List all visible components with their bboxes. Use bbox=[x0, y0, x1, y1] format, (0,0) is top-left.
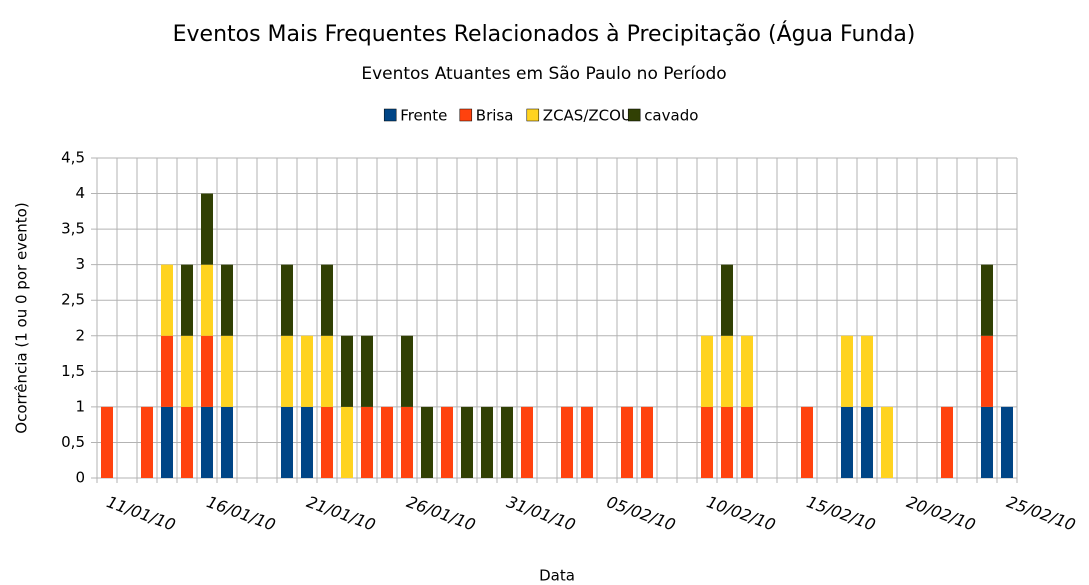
bar bbox=[561, 406, 573, 478]
y-tick-label: 0 bbox=[75, 469, 85, 487]
y-tick-label: 3 bbox=[75, 255, 85, 273]
bar bbox=[301, 406, 313, 478]
legend: Frente Brisa ZCAS/ZCOU cavado bbox=[383, 107, 698, 125]
y-tick-label: 4,5 bbox=[61, 149, 85, 167]
x-tick-label: 31/01/10 bbox=[504, 492, 578, 534]
bar bbox=[841, 406, 853, 478]
bar bbox=[621, 406, 633, 478]
bar bbox=[221, 264, 233, 336]
bar bbox=[701, 335, 713, 407]
legend-swatch bbox=[627, 108, 641, 122]
bar bbox=[401, 406, 413, 478]
x-tick-label: 15/02/10 bbox=[804, 492, 878, 534]
bar bbox=[721, 264, 733, 336]
y-tick-label: 2 bbox=[75, 326, 85, 344]
x-tick-label: 16/01/10 bbox=[204, 492, 278, 534]
bar bbox=[201, 406, 213, 478]
x-axis-title: Data bbox=[539, 567, 575, 585]
bar bbox=[181, 406, 193, 478]
chart-subtitle: Eventos Atuantes em São Paulo no Período bbox=[361, 64, 726, 84]
legend-label: Frente bbox=[400, 107, 447, 125]
bar bbox=[721, 406, 733, 478]
bar bbox=[481, 406, 493, 478]
y-tick-label: 1,5 bbox=[61, 362, 85, 380]
bar bbox=[401, 335, 413, 407]
x-tick-label: 21/01/10 bbox=[304, 492, 378, 534]
x-tick-label: 10/02/10 bbox=[704, 492, 778, 534]
bar bbox=[341, 406, 353, 478]
bar bbox=[461, 406, 473, 478]
legend-label: ZCAS/ZCOU bbox=[543, 107, 632, 125]
bar bbox=[881, 406, 893, 478]
legend-label: Brisa bbox=[476, 107, 514, 125]
legend-swatch bbox=[526, 108, 540, 122]
bar bbox=[741, 335, 753, 407]
bar bbox=[101, 406, 113, 478]
bar bbox=[201, 335, 213, 407]
legend-swatch bbox=[459, 108, 473, 122]
bar bbox=[201, 193, 213, 265]
bar bbox=[841, 335, 853, 407]
chart-title: Eventos Mais Frequentes Relacionados à P… bbox=[173, 21, 916, 47]
bar bbox=[301, 335, 313, 407]
bar bbox=[941, 406, 953, 478]
bar bbox=[981, 406, 993, 478]
bar bbox=[281, 406, 293, 478]
bar bbox=[861, 335, 873, 407]
bar bbox=[341, 335, 353, 407]
bar bbox=[741, 406, 753, 478]
y-tick-label: 1 bbox=[75, 397, 85, 415]
x-tick-label: 25/02/10 bbox=[1004, 492, 1078, 534]
bar bbox=[221, 406, 233, 478]
bar bbox=[521, 406, 533, 478]
bar bbox=[801, 406, 813, 478]
bar bbox=[221, 335, 233, 407]
bar bbox=[701, 406, 713, 478]
bar bbox=[321, 335, 333, 407]
bar bbox=[321, 406, 333, 478]
x-tick-label: 26/01/10 bbox=[404, 492, 478, 534]
bar bbox=[981, 335, 993, 407]
bar bbox=[181, 335, 193, 407]
bar bbox=[501, 406, 513, 478]
bar bbox=[441, 406, 453, 478]
x-tick-label: 05/02/10 bbox=[604, 492, 678, 534]
bar bbox=[161, 264, 173, 336]
bar bbox=[321, 264, 333, 336]
bar bbox=[641, 406, 653, 478]
bar bbox=[381, 406, 393, 478]
bar bbox=[861, 406, 873, 478]
bar bbox=[721, 335, 733, 407]
bar bbox=[161, 335, 173, 407]
legend-label: cavado bbox=[644, 107, 698, 125]
y-axis-title: Ocorrência (1 ou 0 por evento) bbox=[13, 202, 31, 433]
bar bbox=[161, 406, 173, 478]
y-tick-label: 2,5 bbox=[61, 291, 85, 309]
bar bbox=[361, 406, 373, 478]
bar bbox=[141, 406, 153, 478]
bar bbox=[281, 264, 293, 336]
bar bbox=[581, 406, 593, 478]
bar bbox=[201, 264, 213, 336]
bar bbox=[181, 264, 193, 336]
y-tick-label: 0,5 bbox=[61, 433, 85, 451]
x-tick-label: 11/01/10 bbox=[104, 492, 178, 534]
x-tick-label: 20/02/10 bbox=[904, 492, 978, 534]
bar bbox=[361, 335, 373, 407]
y-tick-label: 4 bbox=[75, 184, 85, 202]
legend-swatch bbox=[383, 108, 397, 122]
y-tick-label: 3,5 bbox=[61, 220, 85, 238]
bar bbox=[1001, 406, 1013, 478]
bar bbox=[981, 264, 993, 336]
bar bbox=[421, 406, 433, 478]
bar bbox=[281, 335, 293, 407]
